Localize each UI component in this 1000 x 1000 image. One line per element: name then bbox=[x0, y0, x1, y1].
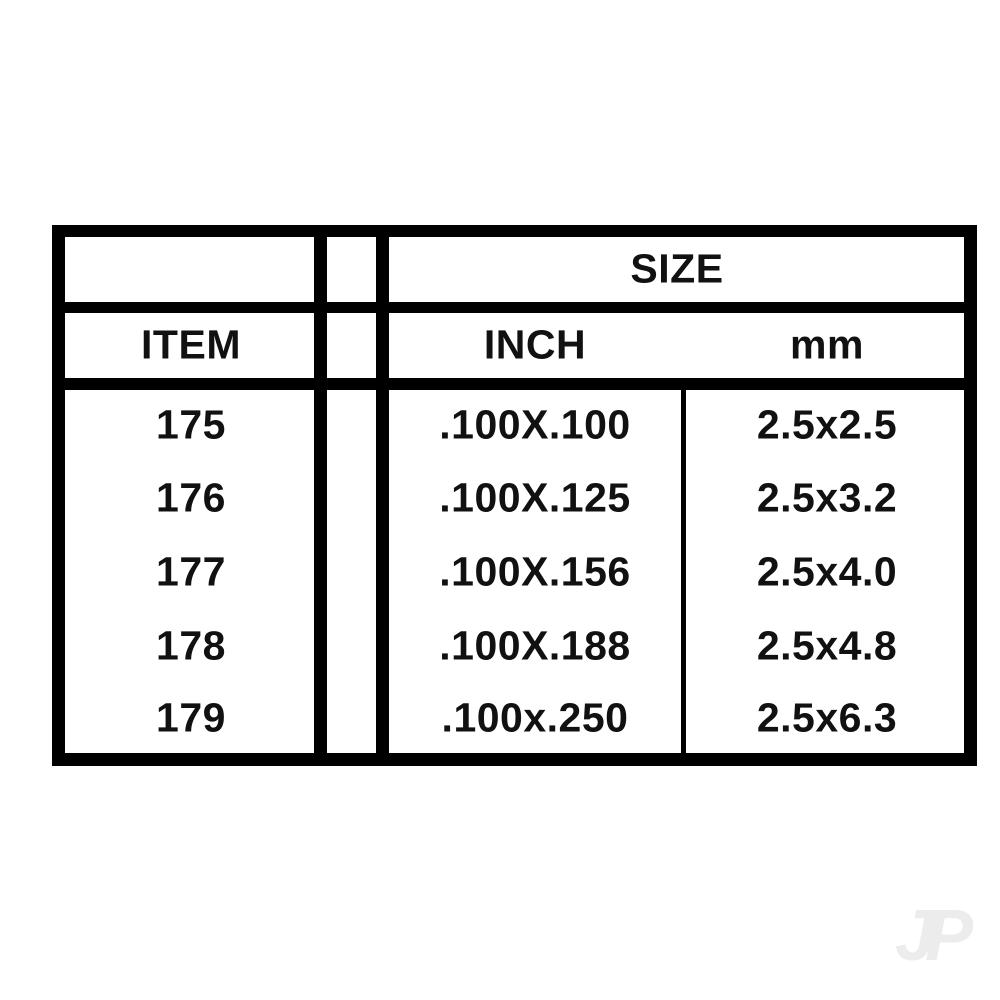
cell-item: 176 bbox=[156, 474, 226, 521]
cell-mm: 2.5x4.8 bbox=[756, 622, 898, 669]
border-top bbox=[52, 225, 977, 237]
divider-vertical-2 bbox=[376, 225, 389, 766]
divider-vertical-1 bbox=[314, 225, 327, 766]
cell-item: 175 bbox=[156, 401, 226, 448]
divider-inch-mm bbox=[681, 385, 686, 757]
cell-mm: 2.5x2.5 bbox=[756, 401, 898, 448]
border-bottom bbox=[52, 753, 977, 766]
header-size: SIZE bbox=[630, 245, 724, 292]
cell-inch: .100x.250 bbox=[441, 694, 629, 741]
border-left bbox=[52, 225, 65, 766]
cell-inch: .100X.125 bbox=[439, 474, 631, 521]
cell-item: 178 bbox=[156, 622, 226, 669]
watermark-logo: JP bbox=[895, 896, 973, 976]
header-inch: INCH bbox=[483, 321, 587, 368]
cell-inch: .100X.100 bbox=[439, 401, 631, 448]
cell-mm: 2.5x3.2 bbox=[756, 474, 898, 521]
cell-mm: 2.5x6.3 bbox=[756, 694, 898, 741]
header-item: ITEM bbox=[141, 321, 241, 368]
cell-item: 177 bbox=[156, 548, 226, 595]
cell-item: 179 bbox=[156, 694, 226, 741]
divider-horizontal-2 bbox=[52, 378, 977, 390]
header-mm: mm bbox=[790, 321, 864, 368]
cell-mm: 2.5x4.0 bbox=[756, 548, 898, 595]
cell-inch: .100X.188 bbox=[439, 622, 631, 669]
border-right bbox=[964, 225, 977, 766]
cell-inch: .100X.156 bbox=[439, 548, 631, 595]
divider-horizontal-1 bbox=[52, 302, 977, 313]
